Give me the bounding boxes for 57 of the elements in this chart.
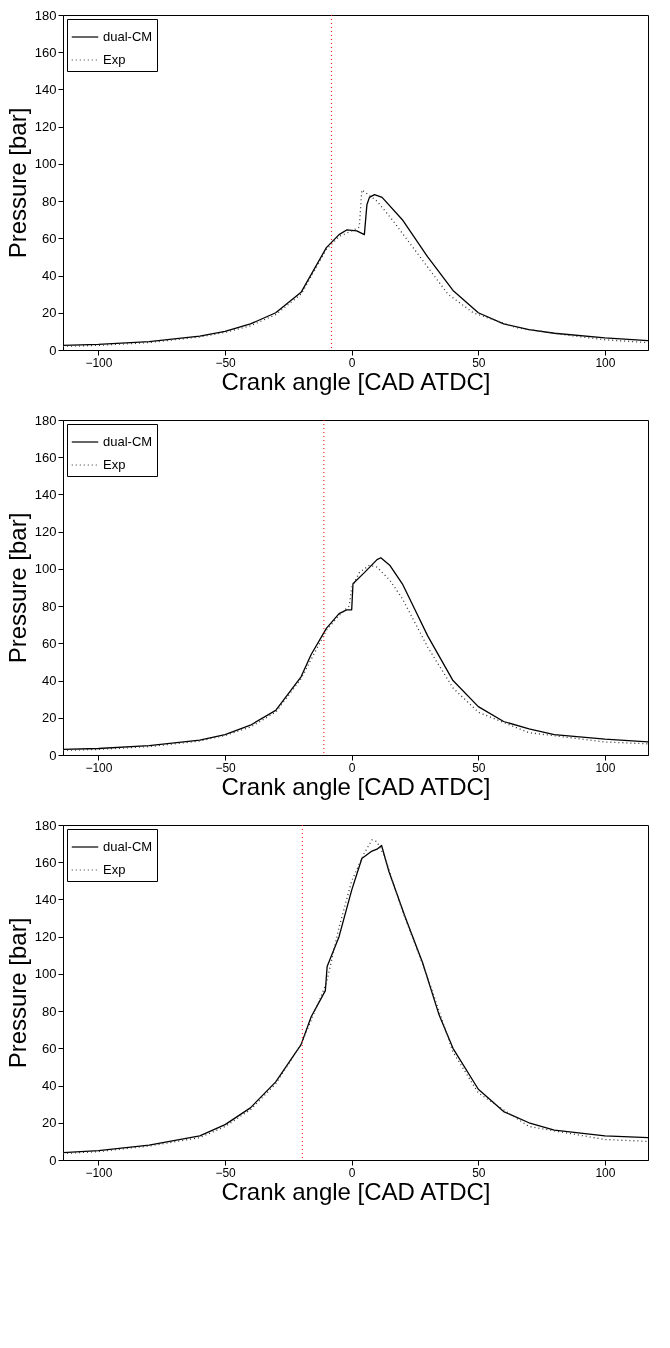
y-tick-label: 40 [42,1078,57,1094]
legend-label: Exp [103,457,126,472]
y-tick-label: 100 [34,561,57,577]
x-axis-title: Crank angle [CAD ATDC] [221,367,491,395]
y-tick-label: 160 [34,854,57,870]
y-tick-label: 100 [34,966,57,982]
x-tick-label: 50 [472,1165,486,1180]
legend-label: dual-CM [103,434,153,449]
y-tick-label: 80 [42,1003,57,1019]
y-tick-label: 80 [42,193,57,209]
y-tick-label: 0 [49,1152,57,1168]
y-tick-label: 120 [34,929,57,945]
y-tick-label: 40 [42,268,57,284]
x-tick-label: −50 [215,760,237,775]
x-tick-label: −50 [215,1165,237,1180]
x-tick-label: 100 [595,1165,616,1180]
x-tick-label: −50 [215,355,237,370]
legend-label: Exp [103,862,126,877]
x-tick-label: 0 [348,760,356,775]
x-tick-label: −100 [85,760,113,775]
y-tick-label: 20 [42,1115,57,1131]
y-tick-label: 120 [34,119,57,135]
y-axis-title: Pressure [bar] [3,917,31,1069]
x-tick-label: 0 [348,355,356,370]
legend-label: dual-CM [103,29,153,44]
x-tick-label: 100 [595,760,616,775]
y-tick-label: 120 [34,524,57,540]
y-tick-label: 20 [42,305,57,321]
y-axis-title: Pressure [bar] [3,512,31,664]
y-tick-label: 40 [42,673,57,689]
y-tick-label: 180 [34,412,57,428]
y-tick-label: 20 [42,710,57,726]
y-tick-label: 60 [42,635,57,651]
y-tick-label: 160 [34,449,57,465]
x-tick-label: 50 [472,760,486,775]
y-axis-title: Pressure [bar] [3,107,31,259]
x-tick-label: 0 [348,1165,356,1180]
x-axis-title: Crank angle [CAD ATDC] [221,1177,491,1205]
y-tick-label: 180 [34,817,57,833]
x-tick-label: 50 [472,355,486,370]
y-tick-label: 140 [34,486,57,502]
x-tick-label: 100 [595,355,616,370]
y-tick-label: 80 [42,598,57,614]
y-tick-label: 100 [34,156,57,172]
y-tick-label: 160 [34,44,57,60]
y-tick-label: 180 [34,7,57,23]
x-axis-title: Crank angle [CAD ATDC] [221,772,491,800]
y-tick-label: 0 [49,342,57,358]
y-tick-label: 60 [42,1040,57,1056]
y-tick-label: 140 [34,891,57,907]
x-tick-label: −100 [85,355,113,370]
y-tick-label: 0 [49,747,57,763]
y-tick-label: 60 [42,230,57,246]
x-tick-label: −100 [85,1165,113,1180]
y-tick-label: 140 [34,81,57,97]
legend-label: Exp [103,52,126,67]
legend-label: dual-CM [103,839,153,854]
